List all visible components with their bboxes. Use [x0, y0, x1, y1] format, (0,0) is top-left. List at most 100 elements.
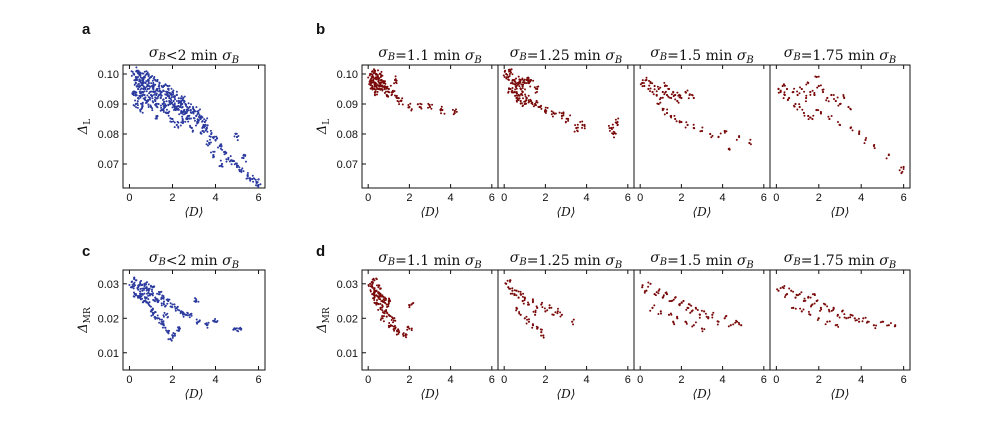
data-point	[208, 143, 211, 146]
data-point	[163, 300, 165, 303]
data-point	[144, 99, 147, 102]
data-point	[145, 90, 148, 93]
data-point	[170, 96, 173, 99]
data-point	[164, 305, 167, 308]
chart-title: σB=1.25 min σB	[510, 250, 622, 271]
data-point	[873, 143, 876, 146]
data-point	[171, 306, 174, 309]
data-point	[546, 309, 549, 312]
data-point	[373, 83, 376, 86]
data-point	[410, 109, 413, 112]
data-point	[154, 83, 157, 86]
data-point	[134, 102, 137, 106]
data-point	[572, 323, 574, 326]
data-point	[236, 139, 239, 142]
data-point	[201, 120, 204, 123]
data-point	[178, 329, 181, 332]
data-point	[393, 90, 396, 93]
data-point	[506, 73, 509, 76]
data-points	[128, 276, 243, 342]
data-point	[169, 302, 172, 305]
data-point	[809, 296, 812, 299]
data-point	[139, 293, 142, 296]
data-point	[642, 82, 645, 84]
data-point	[643, 291, 646, 294]
data-point	[141, 111, 144, 114]
data-point	[146, 94, 149, 97]
data-point	[179, 310, 182, 313]
x-axis-label: ⟨D⟩	[185, 205, 204, 219]
data-point	[217, 146, 219, 149]
data-point	[842, 95, 845, 98]
panel-label-c: c	[82, 243, 90, 260]
data-point	[657, 87, 660, 91]
data-point	[210, 132, 213, 134]
data-point	[817, 109, 820, 112]
data-point	[183, 113, 186, 116]
data-point	[162, 98, 164, 101]
data-point	[183, 313, 186, 316]
data-point	[371, 87, 374, 90]
data-point	[188, 114, 191, 117]
data-point	[508, 70, 511, 73]
data-point	[388, 315, 391, 317]
data-point	[169, 337, 172, 340]
data-points	[641, 281, 743, 333]
data-point	[828, 117, 831, 121]
data-point	[141, 289, 144, 292]
data-points	[367, 68, 458, 116]
data-point	[783, 84, 786, 87]
data-point	[385, 309, 387, 312]
data-point	[889, 322, 892, 325]
data-point	[160, 106, 163, 109]
data-point	[166, 299, 169, 302]
data-point	[521, 87, 524, 90]
data-point	[204, 129, 207, 132]
data-point	[189, 312, 192, 315]
data-point	[218, 165, 221, 168]
data-point	[183, 101, 186, 104]
data-point	[672, 91, 675, 94]
data-point	[387, 87, 390, 91]
data-point	[143, 284, 146, 287]
data-point	[192, 117, 195, 119]
data-point	[159, 104, 162, 107]
data-point	[367, 285, 370, 287]
data-point	[383, 299, 386, 302]
data-point	[382, 320, 385, 323]
data-point	[156, 80, 159, 83]
data-point	[406, 328, 409, 331]
data-point	[160, 304, 163, 307]
data-point	[749, 143, 752, 146]
data-point	[428, 103, 431, 106]
data-point	[527, 99, 530, 102]
data-point	[509, 280, 511, 283]
data-point	[220, 165, 223, 168]
data-point	[526, 318, 529, 321]
data-point	[380, 300, 383, 303]
data-point	[385, 90, 387, 93]
x-tick-label: 4	[448, 374, 454, 386]
data-point	[133, 83, 136, 86]
data-point	[740, 324, 743, 327]
data-point	[411, 302, 414, 305]
x-tick-label: 6	[901, 192, 907, 204]
data-point	[232, 159, 235, 162]
data-point	[130, 74, 133, 77]
data-point	[162, 315, 165, 318]
data-point	[670, 96, 673, 100]
data-point	[257, 186, 260, 188]
data-point	[161, 102, 164, 105]
data-point	[716, 320, 719, 323]
data-point	[699, 130, 702, 133]
data-point	[192, 112, 195, 115]
data-point	[678, 96, 681, 99]
data-point	[385, 87, 388, 90]
data-point	[900, 166, 903, 169]
data-point	[149, 98, 151, 101]
data-point	[524, 102, 527, 105]
data-point	[181, 112, 183, 115]
data-point	[213, 150, 216, 153]
data-point	[556, 310, 559, 313]
data-point	[162, 89, 165, 92]
